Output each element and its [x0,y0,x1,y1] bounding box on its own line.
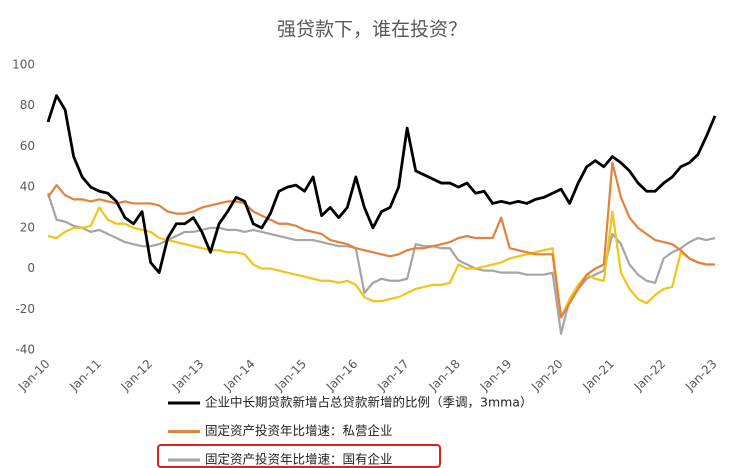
x-tick-label: Jan-23 [682,357,720,395]
x-tick-label: Jan-15 [272,357,310,395]
y-tick-label: 40 [20,180,35,194]
chart-title: 强贷款下，谁在投资？ [277,19,467,41]
y-tick-label: -40 [15,343,35,357]
legend-label: 企业中长期贷款新增占总贷款新增的比例（季调，3mma） [205,395,532,410]
x-tick-label: Jan-18 [426,357,464,395]
y-tick-label: 20 [20,220,35,234]
series-line [47,161,715,319]
highlight-box [157,444,441,468]
series-line [46,94,717,275]
x-tick-label: Jan-10 [15,357,53,395]
y-tick-label: 80 [20,98,35,112]
x-tick-label: Jan-22 [631,357,669,395]
series-line [46,192,716,335]
series-line [47,206,715,319]
x-tick-label: Jan-13 [169,357,207,395]
y-tick-label: -20 [15,302,35,316]
x-tick-label: Jan-16 [323,357,361,395]
x-tick-label: Jan-12 [118,357,156,395]
y-tick-label: 100 [12,58,35,72]
legend-label: 固定资产投资年比增速：私营企业 [205,423,393,438]
x-tick-label: Jan-19 [477,357,515,395]
x-tick-label: Jan-20 [528,357,566,395]
x-tick-label: Jan-17 [374,357,412,395]
x-tick-label: Jan-21 [579,357,617,395]
legend-label: 固定资产投资年比增速：国有企业 [205,452,393,467]
y-tick-label: 60 [20,139,35,153]
y-tick-label: 0 [27,261,35,275]
x-tick-label: Jan-11 [66,357,104,395]
x-tick-label: Jan-14 [220,357,258,395]
